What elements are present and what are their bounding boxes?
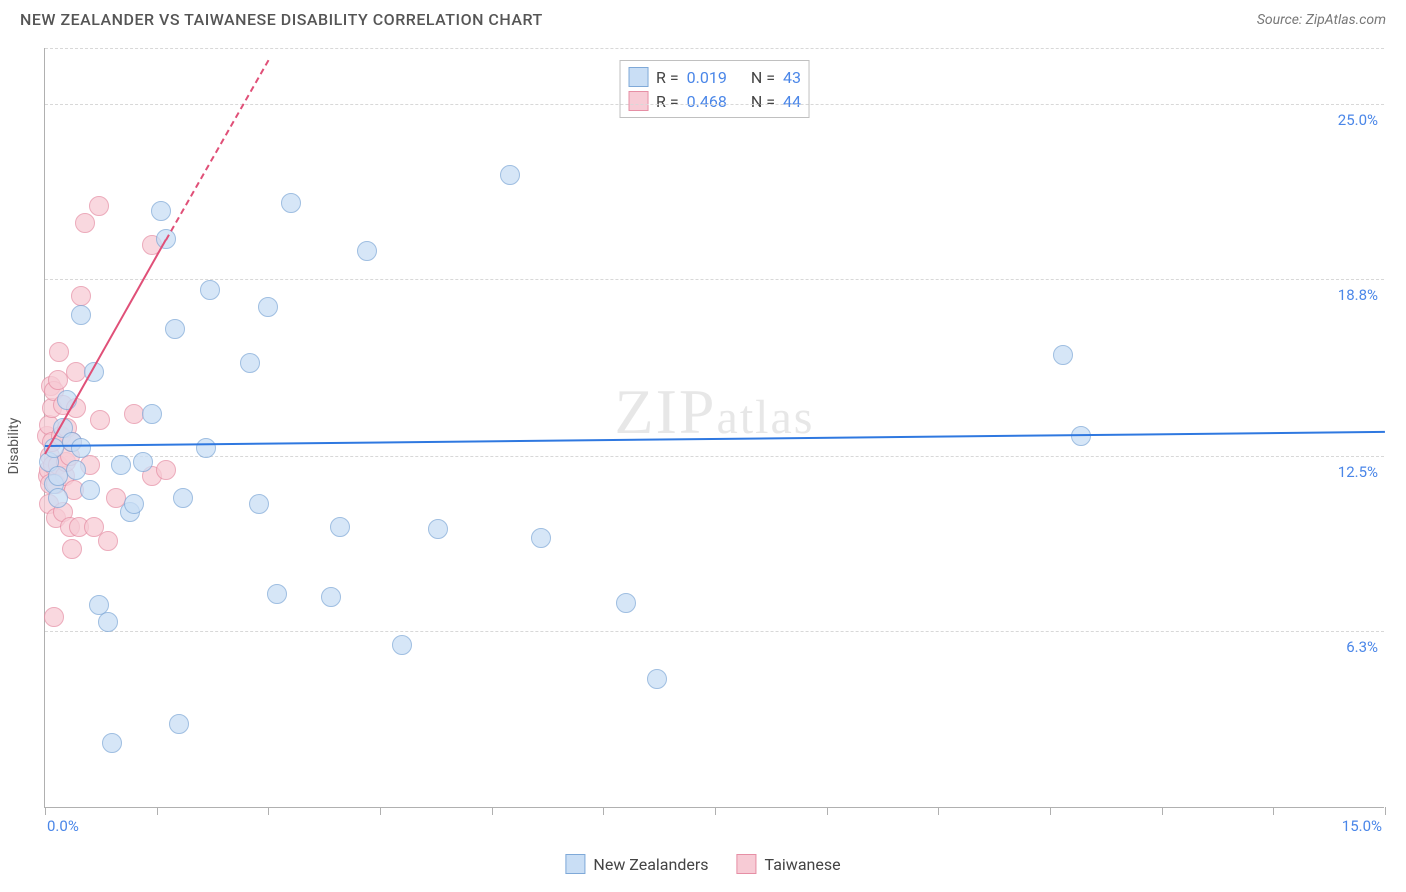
ytick-label: 18.8% [1338,286,1378,304]
xtick [1273,807,1274,815]
scatter-point-tw [89,196,109,216]
scatter-point-tw [98,531,118,551]
r-value-nz: 0.019 [687,68,727,87]
legend-label-tw: Taiwanese [765,855,841,874]
n-value-tw: 44 [783,92,801,111]
n-value-nz: 43 [783,68,801,87]
xtick [827,807,828,815]
scatter-point-tw [49,342,69,362]
xtick [45,807,46,815]
r-label: R = [656,68,679,87]
ytick-label: 6.3% [1346,638,1378,656]
gridline [45,631,1384,632]
ytick-label: 12.5% [1338,463,1378,481]
xtick [380,807,381,815]
scatter-point-nz [200,280,220,300]
scatter-point-nz [616,593,636,613]
scatter-point-nz [173,488,193,508]
xtick [1385,807,1386,815]
source-label: Source: ZipAtlas.com [1257,12,1386,28]
scatter-point-nz [357,241,377,261]
stats-row-tw: R = 0.468 N = 44 [628,89,801,113]
xtick [268,807,269,815]
xtick-label: 15.0% [1342,817,1382,835]
xtick [157,807,158,815]
scatter-point-nz [392,635,412,655]
scatter-point-tw [44,607,64,627]
r-value-tw: 0.468 [687,92,727,111]
xtick [1050,807,1051,815]
scatter-point-nz [111,455,131,475]
scatter-point-nz [1071,426,1091,446]
scatter-point-nz [647,669,667,689]
scatter-point-nz [169,714,189,734]
swatch-tw [628,91,648,111]
scatter-point-nz [142,404,162,424]
scatter-point-tw [62,539,82,559]
scatter-point-nz [151,201,171,221]
scatter-point-tw [90,410,110,430]
gridline [45,48,1384,49]
legend-label-nz: New Zealanders [593,855,708,874]
stats-legend-box: R = 0.019 N = 43 R = 0.468 N = 44 [619,60,810,118]
y-axis-label: Disability [6,418,22,475]
scatter-point-nz [281,193,301,213]
scatter-point-nz [267,584,287,604]
swatch-nz [565,854,585,874]
xtick [938,807,939,815]
scatter-point-nz [66,460,86,480]
scatter-point-nz [71,305,91,325]
scatter-point-nz [321,587,341,607]
xtick [603,807,604,815]
legend-item-tw: Taiwanese [737,854,841,874]
xtick [1162,807,1163,815]
xtick [715,807,716,815]
gridline [45,456,1384,457]
scatter-chart: ZIPatlas R = 0.019 N = 43 R = 0.468 N = … [44,48,1384,808]
gridline [45,279,1384,280]
n-label: N = [751,92,775,111]
series-legend: New Zealanders Taiwanese [565,854,840,874]
scatter-point-nz [428,519,448,539]
scatter-point-nz [249,494,269,514]
scatter-point-tw [71,286,91,306]
chart-title: NEW ZEALANDER VS TAIWANESE DISABILITY CO… [20,10,543,29]
scatter-point-nz [500,165,520,185]
legend-item-nz: New Zealanders [565,854,708,874]
swatch-nz [628,67,648,87]
scatter-point-tw [156,460,176,480]
scatter-point-nz [1053,345,1073,365]
xtick-label: 0.0% [47,817,79,835]
scatter-point-nz [531,528,551,548]
scatter-point-nz [240,353,260,373]
scatter-point-nz [71,438,91,458]
xtick [492,807,493,815]
scatter-point-nz [165,319,185,339]
scatter-point-nz [133,452,153,472]
gridline [45,104,1384,105]
scatter-point-nz [102,733,122,753]
trendline-nz [45,431,1385,447]
scatter-point-nz [196,438,216,458]
scatter-point-nz [330,517,350,537]
stats-row-nz: R = 0.019 N = 43 [628,65,801,89]
ytick-label: 25.0% [1338,111,1378,129]
scatter-point-tw [75,213,95,233]
scatter-point-nz [98,612,118,632]
swatch-tw [737,854,757,874]
scatter-point-nz [48,488,68,508]
n-label: N = [751,68,775,87]
scatter-point-nz [124,494,144,514]
trendline-tw-dashed [165,60,269,241]
scatter-point-nz [258,297,278,317]
scatter-point-nz [80,480,100,500]
r-label: R = [656,92,679,111]
